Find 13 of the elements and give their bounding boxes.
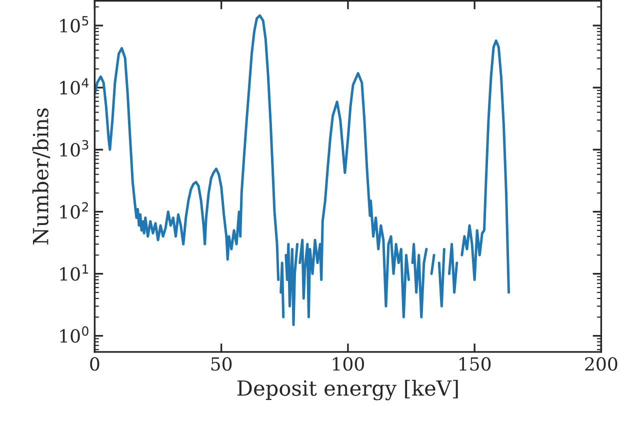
y-tick-label: 10$^{5}$ bbox=[60, 16, 88, 33]
x-tick-label: 50 bbox=[211, 357, 232, 371]
y-tick-label: 10$^{2}$ bbox=[60, 202, 88, 219]
y-tick-label: 10$^{1}$ bbox=[60, 264, 88, 281]
x-tick-label: 150 bbox=[460, 357, 491, 371]
y-tick-label: 10$^{0}$ bbox=[60, 326, 88, 343]
x-tick-label: 200 bbox=[585, 357, 618, 371]
x-axis-title: Deposit energy [keV] bbox=[237, 380, 458, 400]
x-tick-label: 0 bbox=[90, 357, 100, 371]
y-tick-label: 10$^{4}$ bbox=[60, 78, 89, 95]
y-tick-label: 10$^{3}$ bbox=[60, 140, 88, 157]
x-tick-label: 100 bbox=[332, 357, 364, 371]
y-axis-title: Number/bins bbox=[32, 108, 50, 244]
